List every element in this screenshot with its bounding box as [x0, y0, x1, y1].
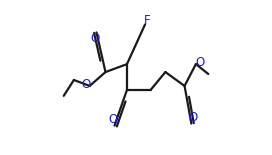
Text: O: O: [196, 56, 205, 69]
Text: O: O: [188, 111, 197, 124]
Text: F: F: [144, 14, 151, 27]
Text: O: O: [90, 32, 100, 45]
Text: O: O: [81, 78, 91, 91]
Text: O: O: [108, 113, 118, 126]
